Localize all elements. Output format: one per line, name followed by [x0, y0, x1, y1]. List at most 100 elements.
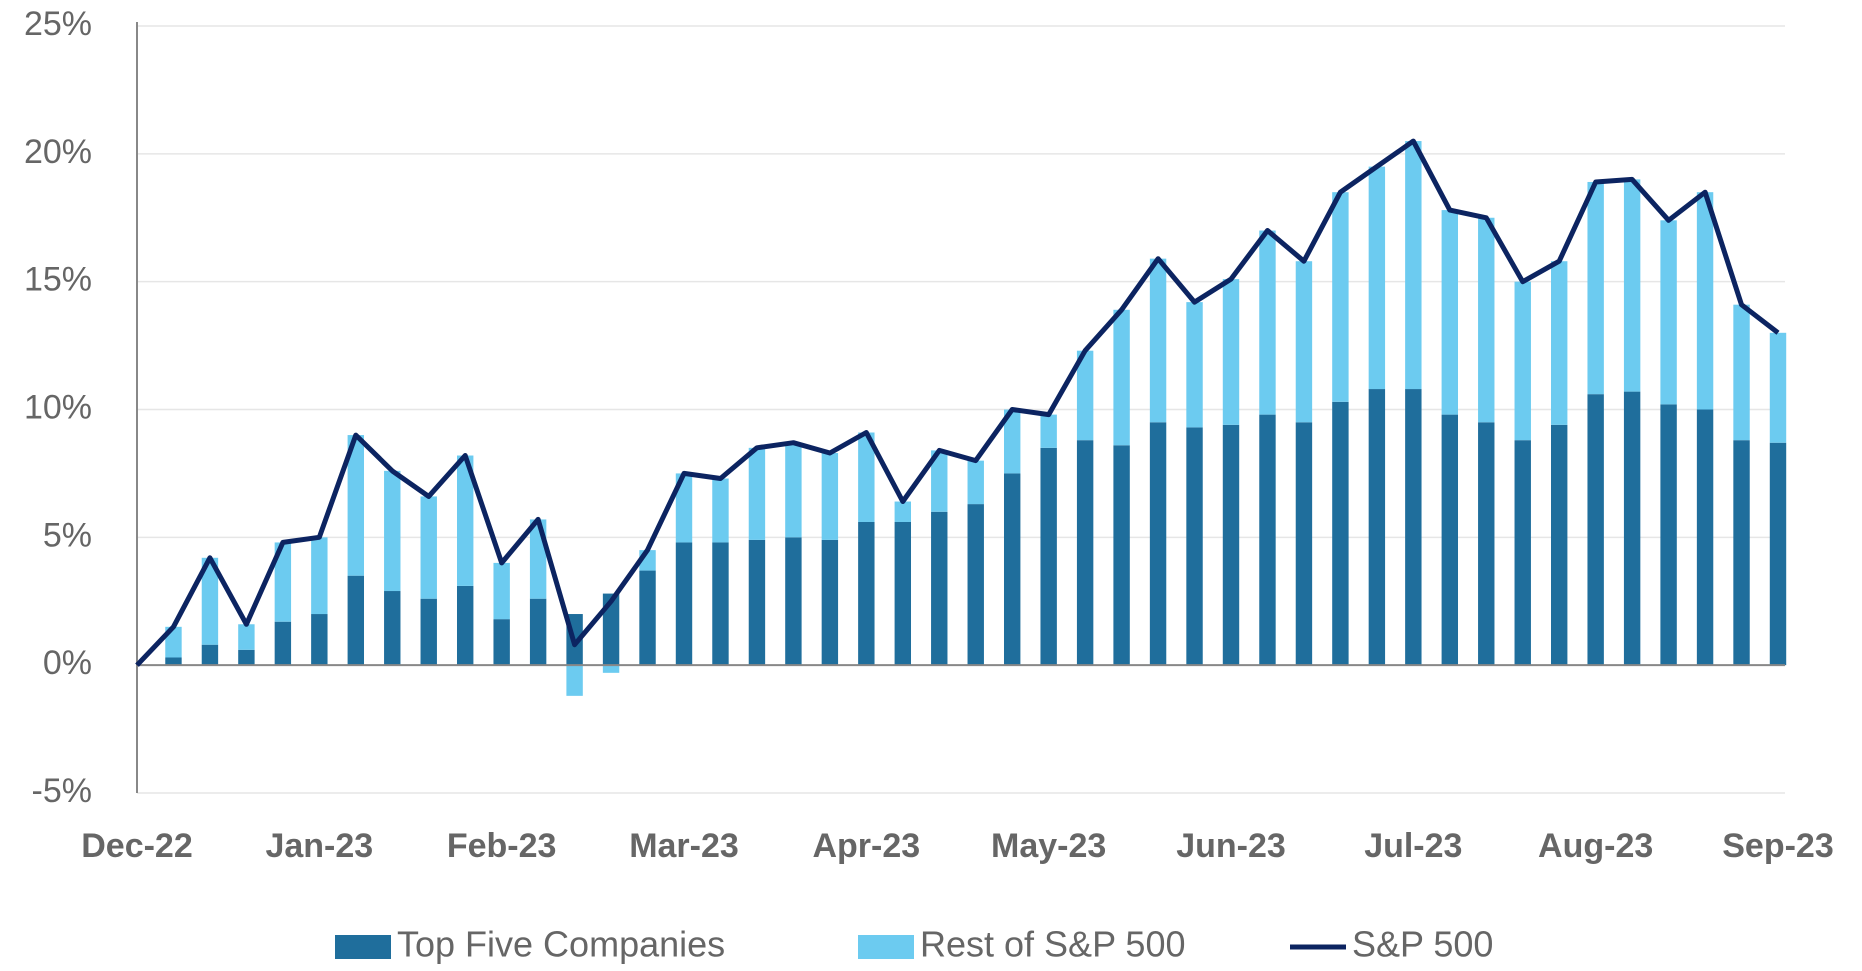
- bar: [201, 557, 219, 645]
- bar: [967, 504, 984, 666]
- bar: [1076, 440, 1094, 666]
- bar: [1660, 404, 1677, 666]
- bar: [748, 539, 766, 666]
- bar: [785, 537, 802, 666]
- bar: [384, 470, 401, 592]
- bar: [931, 511, 948, 666]
- bar: [1587, 181, 1604, 395]
- bar: [602, 665, 620, 673]
- bar: [967, 460, 984, 505]
- bar: [1550, 424, 1568, 666]
- bar: [529, 598, 547, 666]
- bar: [1478, 422, 1495, 666]
- y-tick-label: 20%: [24, 133, 92, 171]
- bar: [1186, 427, 1203, 666]
- bar: [675, 542, 693, 666]
- bar: [311, 537, 328, 615]
- bar: [1769, 442, 1787, 666]
- bar: [201, 644, 219, 666]
- bar: [165, 657, 182, 666]
- bar: [639, 570, 656, 666]
- bar: [1222, 424, 1240, 666]
- bar: [1040, 447, 1057, 666]
- bar: [1514, 281, 1531, 441]
- x-tick-label: Mar-23: [629, 827, 739, 865]
- bar: [1769, 332, 1787, 443]
- bar: [1733, 440, 1750, 666]
- line: [135, 138, 1780, 667]
- bar: [894, 501, 912, 522]
- bar: [1696, 192, 1714, 410]
- bar: [1003, 473, 1021, 666]
- bar: [821, 452, 839, 540]
- bar: [1696, 409, 1714, 666]
- y-tick-label: -5%: [32, 772, 92, 810]
- bar: [1113, 309, 1130, 446]
- bar: [1149, 258, 1167, 423]
- bar: [274, 542, 292, 622]
- bar: [420, 496, 437, 599]
- bar: [1003, 409, 1021, 474]
- bar: [1368, 166, 1386, 390]
- bar: [238, 649, 255, 666]
- bar: [748, 447, 766, 540]
- x-tick-label: Feb-23: [447, 827, 557, 865]
- bar: [931, 450, 948, 512]
- bar: [493, 562, 510, 620]
- legend-label: Rest of S&P 500: [920, 924, 1186, 965]
- bar: [1113, 445, 1130, 666]
- bar: [1149, 422, 1167, 666]
- bar: [456, 455, 474, 586]
- legend-swatch: [858, 935, 914, 959]
- bar: [602, 593, 620, 666]
- bar: [420, 598, 437, 666]
- bar: [1478, 217, 1495, 423]
- bar: [347, 575, 365, 666]
- x-tick-label: Jun-23: [1176, 827, 1286, 865]
- legend-label: S&P 500: [1352, 924, 1493, 965]
- bar: [566, 665, 583, 696]
- bar: [1368, 389, 1386, 666]
- bar: [1587, 394, 1604, 666]
- bar: [1550, 261, 1568, 425]
- y-tick-label: 15%: [24, 261, 92, 299]
- bar: [1332, 192, 1349, 402]
- bar: [675, 473, 693, 543]
- bar: [821, 539, 839, 666]
- x-tick-label: Apr-23: [812, 827, 920, 865]
- bar: [274, 621, 292, 666]
- bar: [1405, 389, 1422, 666]
- bar: [1441, 414, 1459, 666]
- bar: [1441, 210, 1459, 415]
- x-tick-label: Jul-23: [1364, 827, 1462, 865]
- x-tick-label: Aug-23: [1538, 827, 1653, 865]
- legend-swatch: [335, 935, 391, 959]
- x-tick-label: May-23: [991, 827, 1106, 865]
- x-tick-label: Sep-23: [1722, 827, 1834, 865]
- x-tick-label: Jan-23: [265, 827, 373, 865]
- bar: [1660, 220, 1677, 405]
- bar: [1259, 230, 1276, 415]
- bar: [1405, 141, 1422, 390]
- bar: [238, 624, 255, 650]
- bar: [785, 442, 802, 538]
- bar: [1076, 350, 1094, 441]
- y-tick-label: 5%: [43, 516, 92, 554]
- bar: [1295, 422, 1313, 666]
- bar: [712, 542, 729, 666]
- bar: [456, 585, 474, 666]
- bar: [894, 521, 912, 666]
- legend-label: Top Five Companies: [397, 924, 725, 965]
- y-tick-label: 0%: [43, 644, 92, 682]
- bar: [384, 591, 401, 666]
- bar: [1295, 261, 1313, 423]
- bar: [1186, 302, 1203, 428]
- x-tick-label: Dec-22: [81, 827, 193, 865]
- bar: [311, 614, 328, 666]
- bar: [1623, 391, 1641, 666]
- bar: [712, 478, 729, 543]
- y-tick-label: 10%: [24, 388, 92, 426]
- bar: [858, 521, 875, 666]
- bar: [1623, 179, 1641, 392]
